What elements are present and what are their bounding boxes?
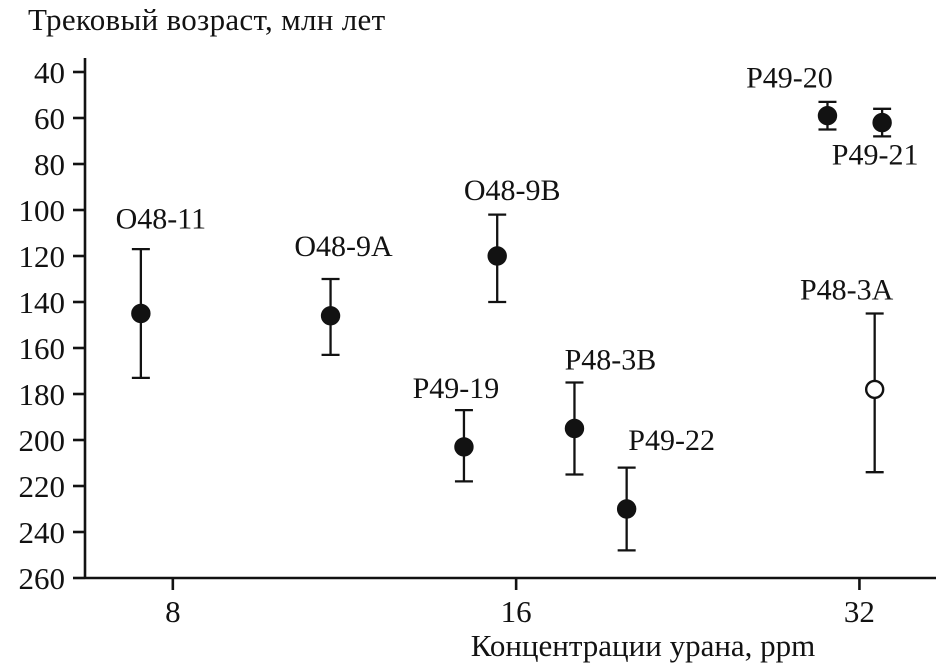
y-tick-label: 140 [19, 285, 66, 320]
point-label-P48-3B: P48-3B [565, 344, 657, 377]
data-point-P48-3B [564, 418, 585, 439]
data-point-O48-11 [131, 303, 151, 324]
data-point-O48-9A [320, 306, 341, 326]
y-tick-label: 220 [19, 469, 66, 504]
data-point-P49-20 [817, 105, 838, 126]
y-tick-label: 160 [19, 331, 66, 366]
point-label-P48-3A: P48-3A [800, 273, 894, 306]
point-label-O48-9B: O48-9B [464, 174, 561, 207]
point-label-O48-9A: O48-9A [294, 230, 393, 263]
y-tick-label: 40 [34, 55, 65, 90]
y-tick-label: 200 [19, 423, 66, 458]
y-tick-label: 260 [19, 561, 66, 596]
y-tick-label: 120 [19, 239, 66, 274]
point-label-P49-21: P49-21 [832, 139, 919, 172]
x-axis-label: Концентрации урана, ppm [470, 628, 816, 663]
data-point-P49-19 [454, 437, 474, 457]
x-tick-label: 8 [165, 594, 181, 629]
x-tick-label: 16 [501, 594, 532, 629]
y-tick-label: 100 [19, 193, 66, 228]
point-label-P49-22: P49-22 [628, 424, 715, 457]
data-point-O48-9B [487, 246, 507, 266]
y-tick-label: 60 [34, 101, 65, 136]
point-label-P49-19: P49-19 [413, 372, 500, 405]
y-tick-label: 80 [34, 147, 65, 182]
data-point-P48-3A [864, 379, 885, 400]
y-tick-label: 240 [19, 515, 66, 550]
data-point-P49-21 [872, 112, 892, 133]
chart-title: Трековый возраст, млн лет [28, 2, 386, 37]
x-tick-label: 32 [844, 594, 875, 629]
data-point-P49-22 [616, 499, 637, 519]
point-label-O48-11: O48-11 [116, 203, 207, 236]
y-tick-label: 180 [19, 377, 66, 412]
point-label-P49-20: P49-20 [746, 62, 833, 95]
